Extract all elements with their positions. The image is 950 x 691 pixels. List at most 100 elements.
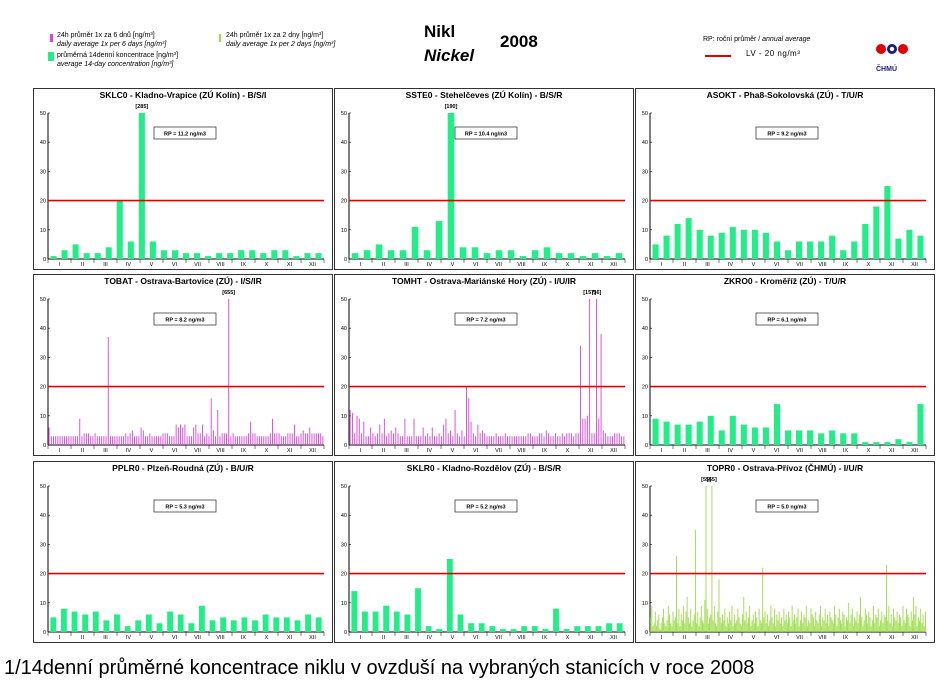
y-tick-label: 0 xyxy=(645,443,648,449)
data-bar xyxy=(751,427,758,445)
y-tick-label: 0 xyxy=(43,443,46,449)
data-bar xyxy=(262,614,269,632)
month-label: IX xyxy=(241,262,247,268)
rp-label: RP = 6.1 ng/m3 xyxy=(767,318,806,324)
legend-pink-en: daily average 1x per 6 days [ng/m³] xyxy=(57,41,167,48)
legend-lime-en: daily average 1x per 2 days [ng/m³] xyxy=(226,41,336,48)
data-bar xyxy=(567,253,575,259)
data-bar xyxy=(216,253,223,259)
chart-title: TOBAT - Ostrava-Bartovice (ZÚ) - I/S/IR xyxy=(104,276,262,286)
data-bar xyxy=(873,206,880,259)
data-bar xyxy=(282,250,289,259)
chart-panel: SKLR0 - Kladno-Rozdělov (ZÚ) - B/S/R 0 10 2… xyxy=(334,461,634,643)
overflow-label: [55] xyxy=(701,477,711,483)
y-tick-label: 10 xyxy=(341,414,347,420)
data-bar xyxy=(495,250,503,259)
legend-green: průměrná 14denní koncentrace [ng/m³] ave… xyxy=(57,51,178,69)
data-bar xyxy=(471,247,479,259)
data-bar xyxy=(436,629,443,632)
data-bar xyxy=(182,253,190,259)
legend-lime: 24h průměr 1x za 2 dny [ng/m³] daily ave… xyxy=(226,31,335,49)
y-tick-label: 30 xyxy=(341,542,347,548)
y-tick-label: 50 xyxy=(642,111,648,117)
data-bar xyxy=(652,244,659,259)
y-tick-label: 0 xyxy=(645,630,648,636)
chart-title: ZKRO0 - Kroměříž (ZÚ) - T/U/R xyxy=(723,276,847,286)
data-bar xyxy=(531,250,539,259)
month-label: X xyxy=(867,635,871,641)
month-label: III xyxy=(404,448,409,454)
month-label: VII xyxy=(495,635,502,641)
rp-box xyxy=(755,499,819,513)
data-bar xyxy=(884,442,891,445)
limit-value-line-legend xyxy=(705,55,731,57)
y-tick-label: 10 xyxy=(40,414,46,420)
month-label: X xyxy=(265,262,269,268)
data-bar xyxy=(862,223,869,259)
month-label: V xyxy=(451,448,455,454)
rp-box xyxy=(755,312,819,326)
data-bar xyxy=(447,113,455,259)
overflow-label: [285] xyxy=(135,104,148,110)
data-bar xyxy=(363,250,371,259)
data-bar xyxy=(489,626,496,632)
rp-box xyxy=(153,312,217,326)
legend-pink: 24h průměr 1x za 6 dnů [ng/m³] daily ave… xyxy=(57,31,166,49)
month-label: VII xyxy=(796,448,803,454)
y-tick-label: 10 xyxy=(642,228,648,234)
data-bar xyxy=(740,229,747,259)
data-bar xyxy=(829,430,836,445)
month-label: I xyxy=(360,262,362,268)
chart-title: SKLR0 - Kladno-Rozdělov (ZÚ) - B/S/R xyxy=(406,463,562,473)
y-tick-label: 0 xyxy=(344,630,347,636)
rp-box xyxy=(755,126,819,140)
month-label: VI xyxy=(774,262,780,268)
data-bar xyxy=(145,614,152,632)
month-label: IX xyxy=(542,262,548,268)
rp-note-cz: RP: roční průměr / xyxy=(703,36,763,43)
y-tick-label: 20 xyxy=(40,385,46,391)
y-tick-label: 40 xyxy=(642,140,648,146)
data-bar xyxy=(61,608,67,632)
y-tick-label: 0 xyxy=(344,443,347,449)
data-bar xyxy=(315,617,322,632)
chart-panel: ASOKT - Pha8-Sokolovská (ZÚ) - T/U/R 0 10 2… xyxy=(635,88,935,270)
data-bar xyxy=(574,626,581,632)
data-bar xyxy=(603,256,611,259)
data-bar xyxy=(829,235,836,259)
data-bar xyxy=(917,404,924,445)
data-bar xyxy=(230,620,237,632)
y-tick-label: 40 xyxy=(341,513,347,519)
month-label: II xyxy=(382,635,386,641)
month-label: III xyxy=(705,262,710,268)
month-label: II xyxy=(382,448,386,454)
rp-label: RP = 7.2 ng/m3 xyxy=(466,318,505,324)
month-label: V xyxy=(150,262,154,268)
month-label: XI xyxy=(287,635,293,641)
y-tick-label: 10 xyxy=(40,601,46,607)
month-label: VII xyxy=(495,262,502,268)
month-label: XII xyxy=(309,448,316,454)
data-bar xyxy=(740,424,747,445)
month-label: VI xyxy=(172,262,178,268)
data-bar xyxy=(283,617,290,632)
data-bar xyxy=(729,415,736,445)
chart-title: PPLR0 - Plzeň-Roudná (ZÚ) - B/U/R xyxy=(112,463,254,473)
data-bar xyxy=(446,559,453,632)
rp-label: RP = 10.4 ng/m3 xyxy=(465,132,507,138)
data-bar xyxy=(762,427,769,445)
rp-box xyxy=(454,312,518,326)
y-tick-label: 30 xyxy=(642,355,648,361)
y-tick-label: 30 xyxy=(40,169,46,175)
month-label: II xyxy=(382,262,386,268)
y-tick-label: 30 xyxy=(40,355,46,361)
y-tick-label: 40 xyxy=(40,326,46,332)
overflow-label: [190] xyxy=(445,104,458,110)
data-bar xyxy=(171,250,178,259)
data-bar xyxy=(105,247,112,259)
month-label: VIII xyxy=(517,635,526,641)
month-label: XI xyxy=(889,448,895,454)
